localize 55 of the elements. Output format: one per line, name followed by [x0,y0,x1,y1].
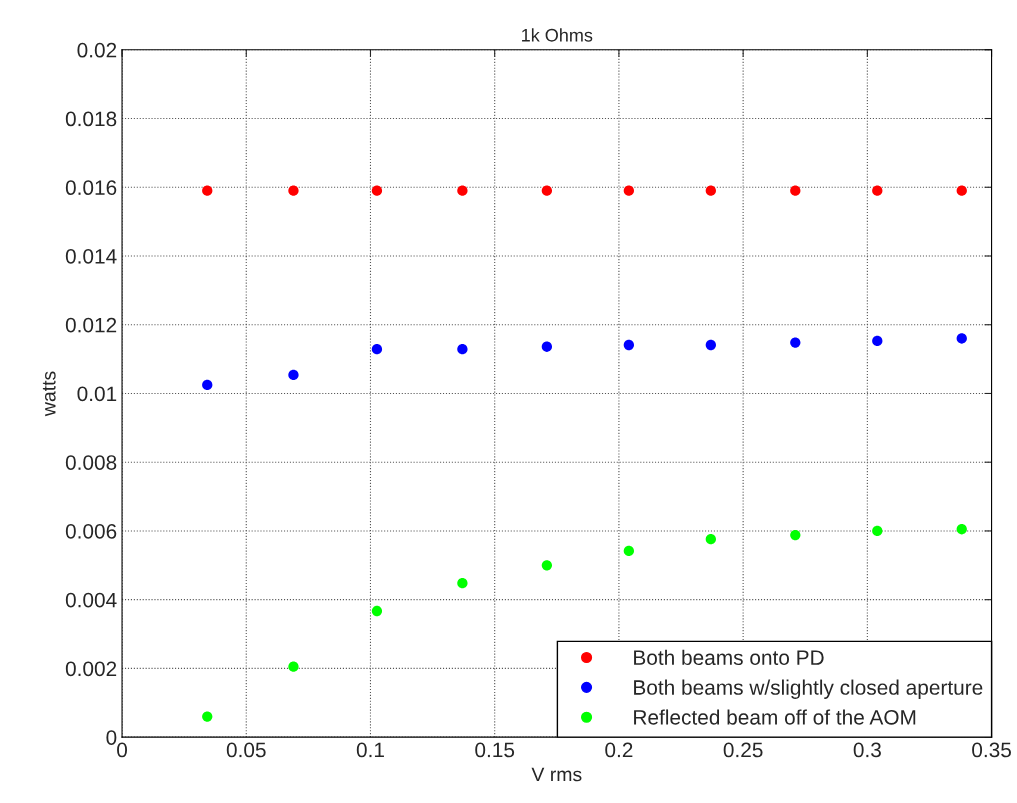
y-tick-label: 0 [106,730,117,745]
y-tick-label: 0.016 [65,180,117,196]
x-tick-label: 0.1 [356,742,384,758]
legend-label: Reflected beam off of the AOM [634,709,916,725]
point [371,343,383,355]
point [457,578,468,589]
x-tick-label: 0.35 [972,742,1011,758]
x-tick-label: 0.25 [723,742,763,758]
point [202,379,213,391]
x-tick-label: 0 [117,742,128,758]
x-tick-label: 0.05 [226,742,266,758]
point [541,560,553,571]
point [705,534,716,545]
y-tick-label: 0.018 [65,111,117,127]
point [541,185,553,196]
point [872,335,883,347]
y-tick-label: 0.004 [65,592,117,608]
point [956,524,967,535]
point [872,525,883,537]
y-tick-label: 0.008 [65,455,117,470]
point [202,185,213,196]
legend-label: Both beams w/slightly closed aperture [634,679,983,699]
point [872,185,883,196]
y-axis-title: watts [42,371,56,417]
point [790,529,801,541]
y-tick-label: 0.002 [65,661,117,677]
y-tick-label: 0.014 [65,249,117,264]
point [705,339,716,351]
y-tick-label: 0.01 [77,386,117,402]
chart-title: 1k Ohms [522,28,593,42]
y-tick-label: 0.02 [77,42,117,58]
point [371,605,383,617]
x-tick-label: 0.3 [853,742,881,758]
point [288,185,299,196]
point [288,661,299,672]
point [956,333,967,344]
point [790,185,801,196]
point [457,343,468,355]
x-axis-title: V rms [531,767,582,782]
point [705,185,716,196]
point [623,185,634,196]
y-tick-label: 0.006 [65,523,117,539]
point [790,337,801,348]
point [457,185,468,196]
x-tick-label: 0.15 [475,742,515,758]
point [956,185,967,196]
y-tick-label: 0.012 [65,317,117,333]
point [202,711,213,722]
point [371,185,383,196]
x-tick-label: 0.2 [605,742,633,758]
point [288,369,299,381]
point [541,341,553,352]
point [623,545,634,557]
legend-label: Both beams onto PD [634,649,824,666]
point [623,339,634,351]
